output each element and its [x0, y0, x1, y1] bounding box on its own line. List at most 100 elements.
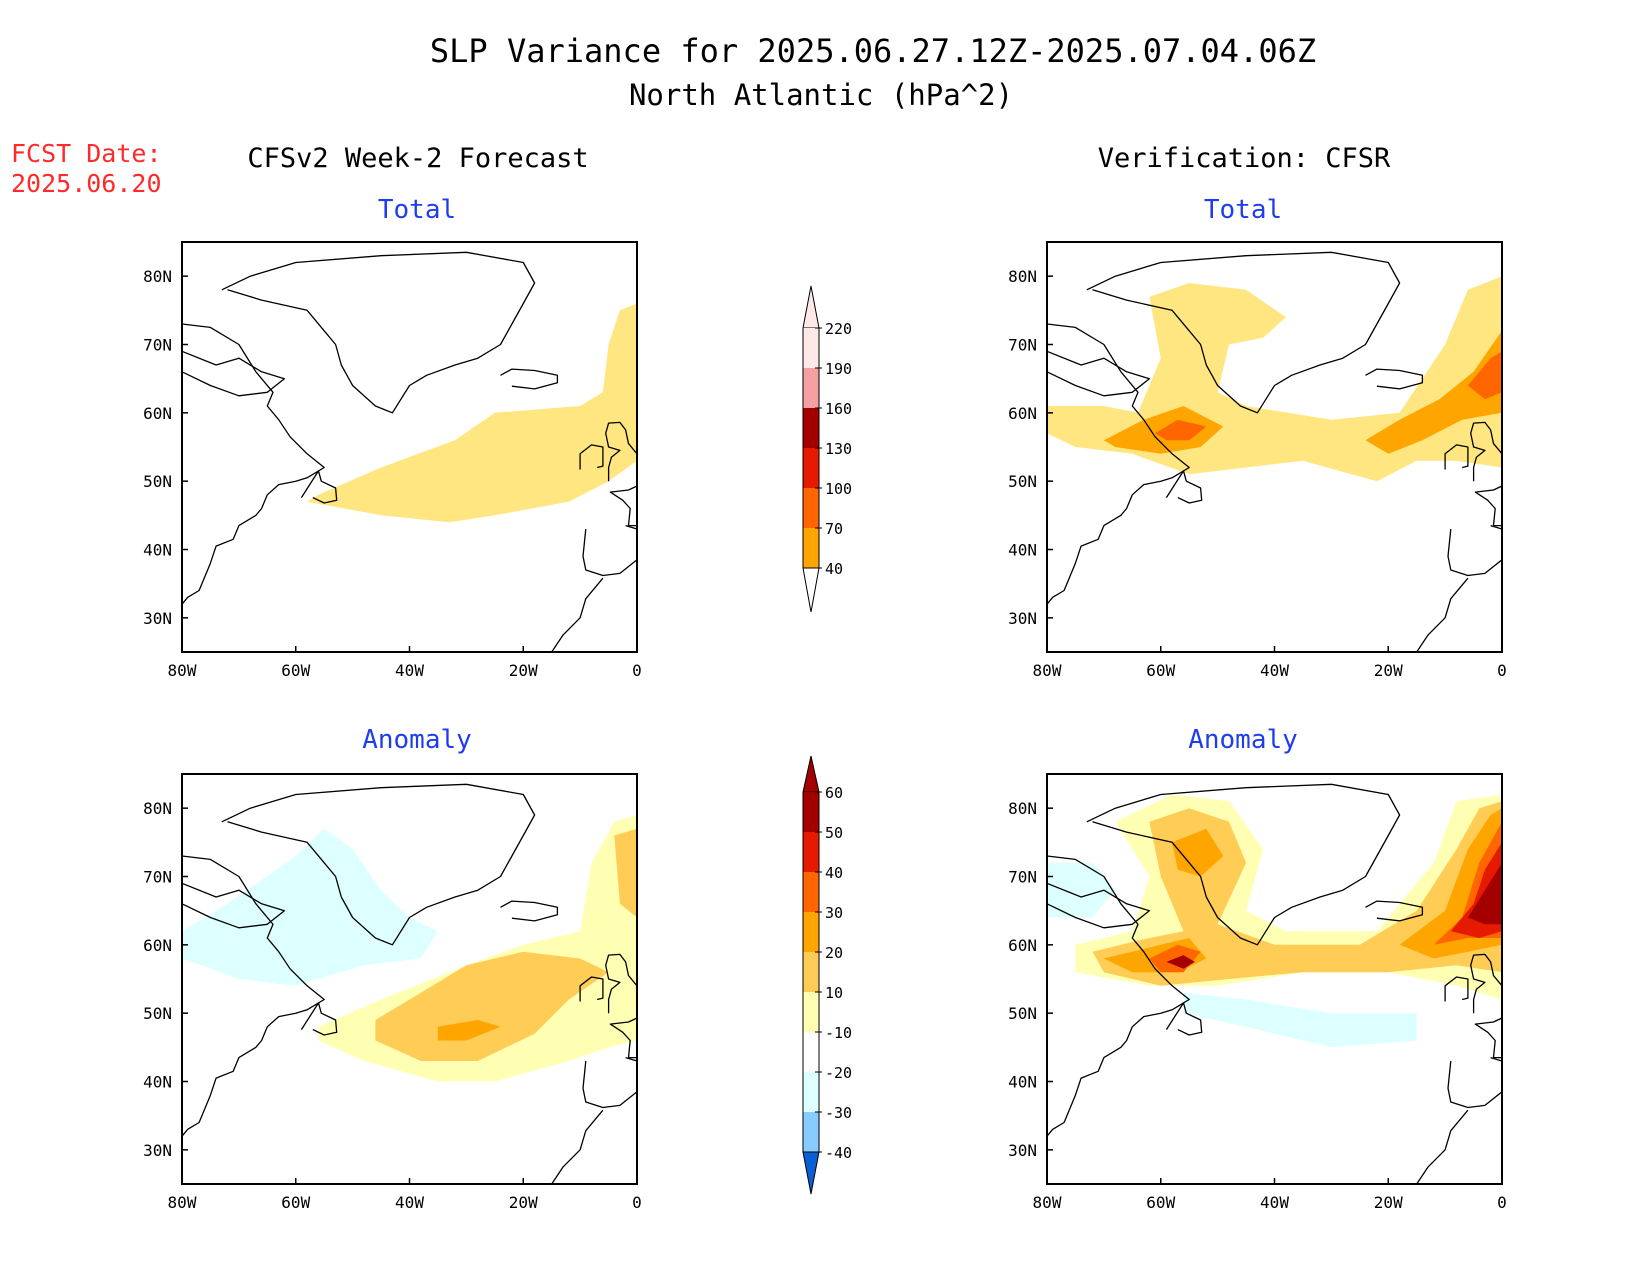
lat-tick-label: 60N [1008, 936, 1037, 955]
colorbar-box [803, 1112, 819, 1152]
coastline-4 [1047, 350, 1151, 397]
lon-tick-label: 20W [509, 661, 538, 680]
coastline-6 [1444, 444, 1469, 470]
coastline-3 [1165, 1002, 1203, 1036]
colorbars: 220 190 160 130 100 70 40 60 50 40 30 20 10 -10 -20 -30… [802, 285, 852, 1195]
coastline-9 [1416, 577, 1469, 652]
lat-tick-label: 70N [143, 868, 172, 887]
coastline-3 [1165, 470, 1203, 504]
colorbar-label: -10 [825, 1024, 852, 1042]
colorbar-box [803, 368, 819, 408]
column-title-forecast: CFSv2 Week-2 Forecast [247, 143, 588, 174]
coastline-5 [605, 953, 637, 1014]
contour-fill-20 [375, 951, 609, 1061]
total-colorbar: 220 190 160 130 100 70 40 [802, 285, 852, 613]
column-title-verification: Verification: CFSR [1098, 143, 1391, 174]
main-title-line1: SLP Variance for 2025.06.27.12Z-2025.07.… [430, 32, 1316, 70]
colorbar-box [803, 328, 819, 368]
lat-tick-label: 60N [143, 404, 172, 423]
lat-tick-label: 50N [143, 1004, 172, 1023]
lon-tick-label: 40W [395, 1193, 424, 1212]
contour-fill-30 [1172, 828, 1224, 877]
fcst-date-value: 2025.06.20 [11, 169, 162, 198]
coastline-2 [1047, 855, 1190, 1137]
colorbar-label: -40 [825, 1144, 852, 1162]
colorbar-label: 160 [825, 400, 852, 418]
lat-tick-label: 80N [143, 267, 172, 286]
lat-tick-label: 40N [1008, 1073, 1037, 1092]
colorbar-label: 70 [825, 520, 843, 538]
anomaly-colorbar: 60 50 40 30 20 10 -10 -20 -30 -40 [802, 755, 852, 1195]
coastline-6 [1444, 976, 1469, 1002]
lat-tick-label: 50N [143, 472, 172, 491]
coastline-9 [551, 1109, 604, 1184]
contour-fill--10 [1183, 992, 1417, 1048]
subtitle-forecast-anomaly: Anomaly [362, 725, 472, 755]
lat-tick-label: 30N [1008, 1141, 1037, 1160]
lon-tick-label: 60W [1146, 1193, 1175, 1212]
lon-tick-label: 0 [632, 1193, 642, 1212]
map-panel-forecast-anomaly: 80W 60W 40W 20W 0 80N 70N 60N 50N 40N 30N [143, 773, 642, 1212]
colorbar-label: 20 [825, 944, 843, 962]
colorbar-box [803, 408, 819, 448]
colorbar-label: 130 [825, 440, 852, 458]
colorbar-box [803, 832, 819, 872]
lat-tick-label: 50N [1008, 1004, 1037, 1023]
coastline-6 [579, 444, 604, 470]
lon-tick-label: 60W [281, 1193, 310, 1212]
lon-tick-label: 40W [1260, 1193, 1289, 1212]
lat-tick-label: 60N [1008, 404, 1037, 423]
lon-tick-label: 0 [632, 661, 642, 680]
coastline-9 [1416, 1109, 1469, 1184]
lat-tick-label: 80N [143, 799, 172, 818]
coastline-2 [182, 323, 325, 605]
lat-tick-label: 30N [1008, 609, 1037, 628]
map-panel-verification-total: 80W 60W 40W 20W 0 80N 70N 60N 50N 40N 30N [1008, 241, 1507, 680]
coastline-7 [1447, 1056, 1502, 1109]
lon-tick-label: 40W [1260, 661, 1289, 680]
coastline-5 [1470, 421, 1502, 482]
coastline-4 [182, 350, 286, 397]
subtitle-verification-anomaly: Anomaly [1188, 725, 1298, 755]
lat-tick-label: 30N [143, 1141, 172, 1160]
lon-tick-label: 20W [1374, 1193, 1403, 1212]
colorbar-box [803, 952, 819, 992]
lat-tick-label: 40N [1008, 541, 1037, 560]
contour-fill-100 [1467, 351, 1502, 400]
coastline-1 [500, 900, 559, 922]
colorbar-label: 40 [825, 864, 843, 882]
contour-fill-30 [437, 1020, 501, 1041]
lon-tick-label: 20W [509, 1193, 538, 1212]
lat-tick-label: 40N [143, 1073, 172, 1092]
coastline-0 [221, 251, 536, 414]
coastline-8 [1474, 485, 1502, 527]
coastline-9 [551, 577, 604, 652]
colorbar-box [803, 528, 819, 568]
contour-fill--10 [1047, 862, 1116, 918]
colorbar-label: -20 [825, 1064, 852, 1082]
map-panels: 80W 60W 40W 20W 0 80N 70N 60N 50N 40N 30N 80W 60W 40W… [143, 241, 1507, 1212]
lon-tick-label: 80W [168, 1193, 197, 1212]
coastline-7 [582, 1056, 637, 1109]
coastline-8 [1474, 1017, 1502, 1059]
colorbar-box [803, 1072, 819, 1112]
lon-tick-label: 80W [168, 661, 197, 680]
colorbar-top-triangle [802, 285, 820, 329]
coastline-4 [1047, 882, 1151, 929]
coastline-5 [1470, 953, 1502, 1014]
lon-tick-label: 40W [395, 661, 424, 680]
colorbar-label: 60 [825, 784, 843, 802]
lon-tick-label: 0 [1497, 1193, 1507, 1212]
colorbar-box [803, 488, 819, 528]
coastline-3 [300, 470, 338, 504]
lon-tick-label: 60W [281, 661, 310, 680]
colorbar-top-triangle [802, 755, 820, 793]
colorbar-box [803, 992, 819, 1032]
coastline-7 [1447, 524, 1502, 577]
coastline-7 [582, 524, 637, 577]
lat-tick-label: 80N [1008, 267, 1037, 286]
lon-tick-label: 80W [1033, 661, 1062, 680]
coastline-2 [182, 855, 325, 1137]
coastline-2 [1047, 323, 1190, 605]
